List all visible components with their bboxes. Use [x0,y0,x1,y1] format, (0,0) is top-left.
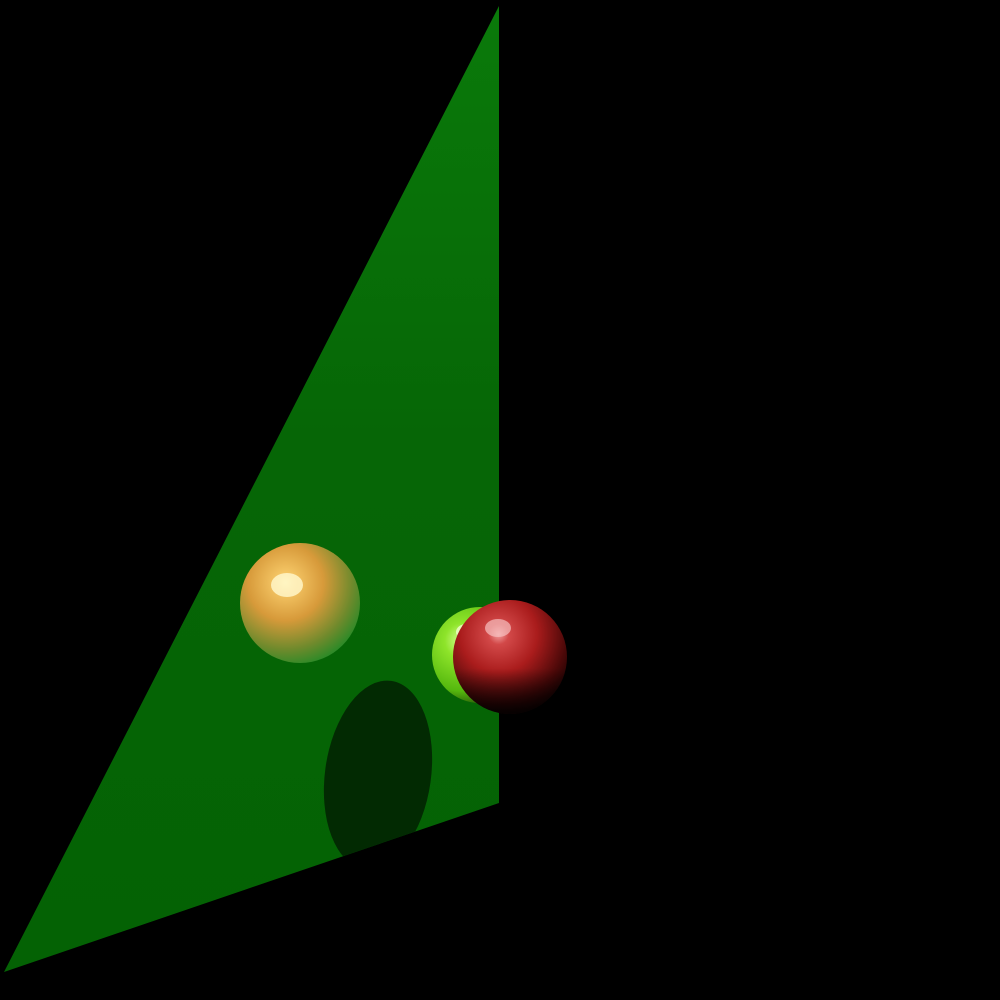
sphere-shadow [323,680,433,870]
gold-sphere [240,543,360,663]
green-plane [4,6,499,972]
red-sphere [453,600,567,714]
